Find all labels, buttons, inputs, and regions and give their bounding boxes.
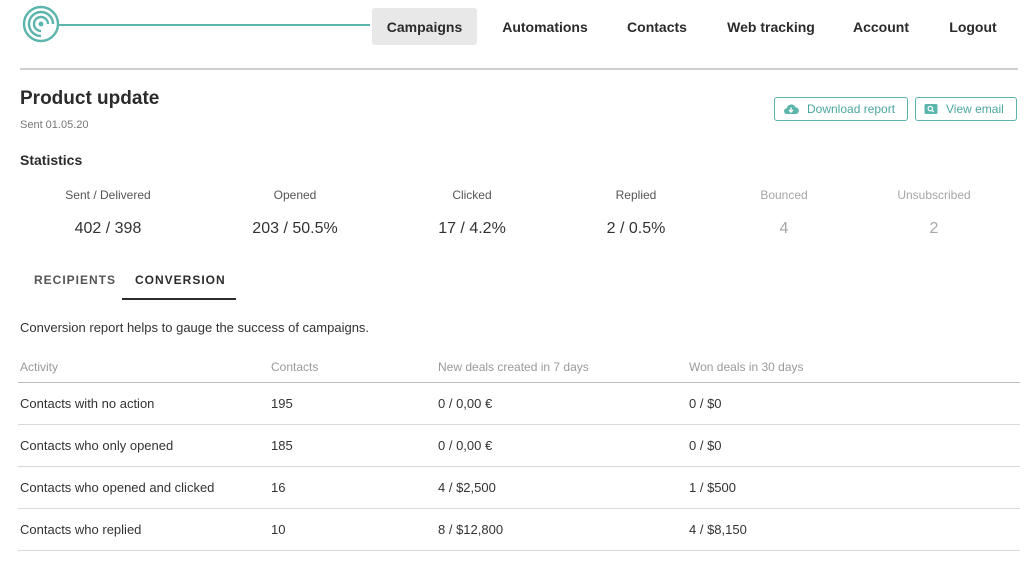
nav-contacts[interactable]: Contacts	[627, 18, 687, 35]
cell-new-deals: 8 / $12,800	[438, 522, 504, 537]
download-report-button[interactable]: Download report	[774, 97, 908, 121]
cell-won-deals: 4 / $8,150	[689, 522, 747, 537]
cell-activity: Contacts who replied	[20, 522, 142, 537]
cell-won-deals: 0 / $0	[689, 438, 722, 453]
stat-sent-delivered: Sent / Delivered 402 / 398	[18, 188, 198, 238]
header-divider	[20, 68, 1018, 70]
conversion-description: Conversion report helps to gauge the suc…	[20, 320, 370, 335]
tab-conversion[interactable]: CONVERSION	[135, 273, 226, 287]
stat-label: Clicked	[452, 188, 492, 202]
stat-label: Opened	[273, 188, 317, 202]
view-email-button[interactable]: View email	[915, 97, 1017, 121]
view-email-label: View email	[946, 102, 1004, 116]
active-tab-indicator	[122, 298, 236, 300]
nav-campaigns[interactable]: Campaigns	[372, 8, 477, 45]
stat-label: Unsubscribed	[897, 188, 971, 202]
cell-activity: Contacts who opened and clicked	[20, 480, 215, 495]
stat-value: 17 / 4.2%	[438, 220, 506, 237]
stat-value: 203 / 50.5%	[252, 220, 338, 237]
header-accent-line	[58, 24, 370, 26]
cell-won-deals: 0 / $0	[689, 396, 722, 411]
sent-date: Sent 01.05.20	[20, 119, 89, 131]
stat-unsubscribed: Unsubscribed 2	[844, 188, 1024, 238]
cell-new-deals: 0 / 0,00 €	[438, 438, 493, 453]
column-header-won-deals: Won deals in 30 days	[689, 360, 804, 374]
stat-value: 4	[779, 220, 789, 237]
table-row: Contacts who only opened 185 0 / 0,00 € …	[18, 425, 1020, 467]
conversion-table: Activity Contacts New deals created in 7…	[18, 352, 1020, 551]
stat-label: Bounced	[760, 188, 808, 202]
stat-value: 2	[929, 220, 939, 237]
table-row: Contacts who replied 10 8 / $12,800 4 / …	[18, 509, 1020, 551]
column-header-new-deals: New deals created in 7 days	[438, 360, 589, 374]
stat-label: Sent / Delivered	[65, 188, 151, 202]
cell-activity: Contacts with no action	[20, 396, 155, 411]
column-header-contacts: Contacts	[271, 360, 319, 374]
table-row: Contacts with no action 195 0 / 0,00 € 0…	[18, 383, 1020, 425]
stat-clicked: Clicked 17 / 4.2%	[382, 188, 562, 238]
tab-recipients[interactable]: RECIPIENTS	[34, 273, 117, 287]
download-report-label: Download report	[807, 102, 896, 116]
cloud-download-icon	[783, 104, 799, 115]
main-nav: Campaigns Automations Contacts Web track…	[372, 8, 1024, 45]
nav-account[interactable]: Account	[853, 18, 909, 35]
stat-opened: Opened 203 / 50.5%	[205, 188, 385, 238]
stat-replied: Replied 2 / 0.5%	[546, 188, 726, 238]
cell-contacts: 10	[271, 522, 286, 537]
cell-contacts: 195	[271, 396, 293, 411]
statistics-heading: Statistics	[20, 152, 83, 168]
cell-new-deals: 4 / $2,500	[438, 480, 496, 495]
view-email-icon	[924, 104, 938, 114]
nav-web-tracking[interactable]: Web tracking	[727, 18, 815, 35]
cell-won-deals: 1 / $500	[689, 480, 736, 495]
stat-value: 2 / 0.5%	[606, 220, 666, 237]
stat-value: 402 / 398	[74, 220, 142, 237]
cell-new-deals: 0 / 0,00 €	[438, 396, 493, 411]
cell-contacts: 185	[271, 438, 293, 453]
app-logo[interactable]	[22, 5, 60, 43]
nav-logout[interactable]: Logout	[949, 18, 997, 35]
table-row: Contacts who opened and clicked 16 4 / $…	[18, 467, 1020, 509]
nav-automations[interactable]: Automations	[502, 18, 588, 35]
logo-icon	[22, 5, 60, 43]
stat-label: Replied	[615, 188, 657, 202]
cell-contacts: 16	[271, 480, 286, 495]
table-header: Activity Contacts New deals created in 7…	[18, 352, 1020, 383]
page-title: Product update	[20, 88, 160, 109]
cell-activity: Contacts who only opened	[20, 438, 174, 453]
stat-bounced: Bounced 4	[694, 188, 874, 238]
column-header-activity: Activity	[20, 360, 59, 374]
